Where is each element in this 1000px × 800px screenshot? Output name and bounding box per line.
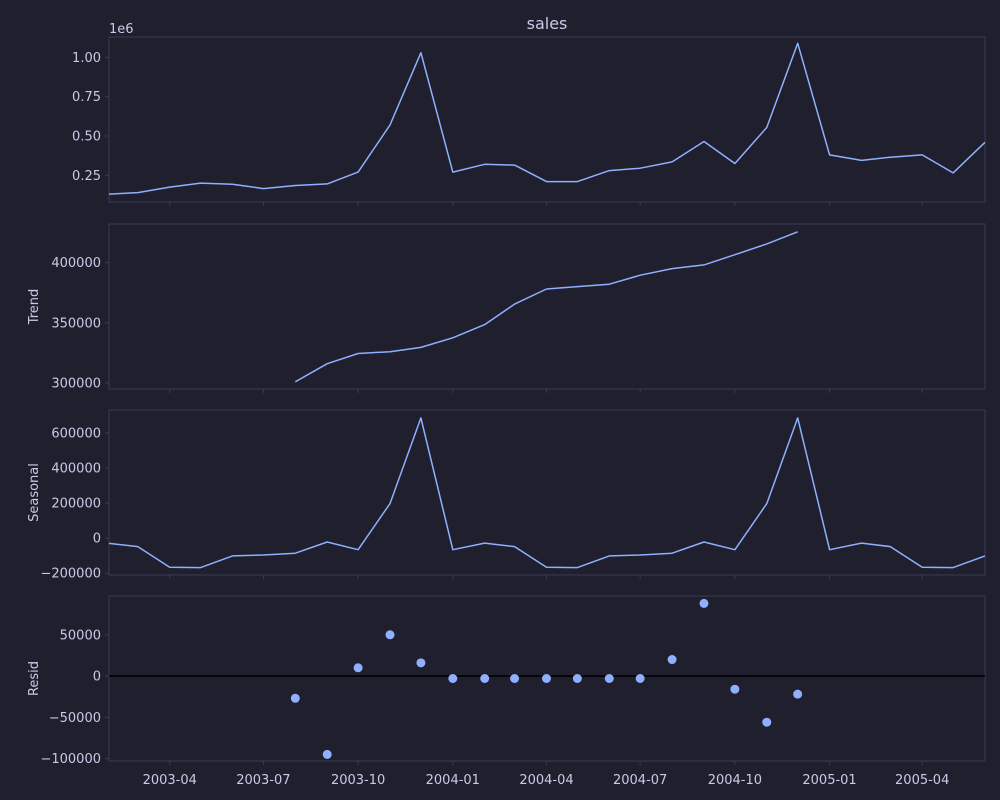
y-exponent-label: 1e6 [109, 22, 134, 37]
x-tick-label: 2004-07 [613, 773, 667, 788]
y-tick-label: 0.50 [72, 130, 101, 145]
x-tick-label: 2005-04 [895, 773, 949, 788]
data-point [667, 655, 677, 665]
panel-3: −200000 0 200000 400000 600000 Seasonal [27, 409, 986, 582]
chart-title: sales [527, 14, 568, 33]
y-tick-label: 0 [93, 532, 101, 547]
y-tick-label: 50000 [60, 628, 101, 643]
y-tick-label: −100000 [40, 752, 101, 767]
data-point [322, 749, 332, 759]
y-tick-label: −200000 [40, 567, 101, 582]
series-line [108, 42, 986, 195]
y-axis-label: Trend [27, 289, 42, 326]
series-line [294, 231, 798, 383]
y-tick-label: 200000 [51, 497, 101, 512]
data-point [385, 630, 395, 640]
x-tick-label: 2003-07 [236, 773, 290, 788]
data-point [699, 598, 709, 608]
x-tick-label: 2004-04 [519, 773, 573, 788]
y-tick-label: 350000 [51, 316, 101, 331]
x-tick-label: 2005-01 [802, 773, 856, 788]
y-tick-label: 0.75 [72, 90, 101, 105]
x-tick-label: 2004-10 [708, 773, 762, 788]
x-tick-label: 2003-04 [143, 773, 197, 788]
axes-frame [108, 595, 986, 762]
y-tick-label: 0 [93, 670, 101, 685]
data-point [635, 674, 645, 683]
data-point [416, 658, 426, 668]
data-point [541, 674, 551, 683]
y-tick-label: 300000 [51, 376, 101, 391]
data-point [730, 684, 740, 694]
y-tick-label: 0.25 [72, 169, 101, 184]
axes-frame [108, 223, 986, 390]
panel-2: 300000 350000 400000 Trend [27, 223, 986, 393]
data-point [353, 663, 363, 673]
data-point [480, 674, 490, 683]
axes-frame [108, 409, 986, 576]
x-tick-label: 2004-01 [426, 773, 480, 788]
y-tick-label: 600000 [51, 426, 101, 441]
series-line [108, 417, 986, 569]
y-axis-label: Seasonal [27, 463, 42, 522]
data-point [793, 689, 803, 699]
x-tick-label: 2003-10 [331, 773, 385, 788]
axes-frame [108, 36, 986, 203]
data-point [448, 674, 458, 683]
y-tick-label: 1.00 [72, 51, 101, 66]
panels: 0.25 0.50 0.75 1.00 300000 350000 400000 Trend −… [27, 36, 986, 788]
y-tick-label: 400000 [51, 256, 101, 271]
y-tick-label: 400000 [51, 461, 101, 476]
data-point [290, 693, 300, 703]
panel-1: 0.25 0.50 0.75 1.00 [72, 36, 986, 206]
data-point [572, 674, 582, 683]
data-point [762, 717, 772, 727]
data-point [510, 674, 520, 683]
data-point [604, 674, 614, 683]
y-tick-label: −50000 [49, 711, 101, 726]
y-axis-label: Resid [27, 661, 42, 696]
panel-4: −100000 −50000 0 50000 Resid 2003-04 2003-07 20… [27, 595, 986, 788]
